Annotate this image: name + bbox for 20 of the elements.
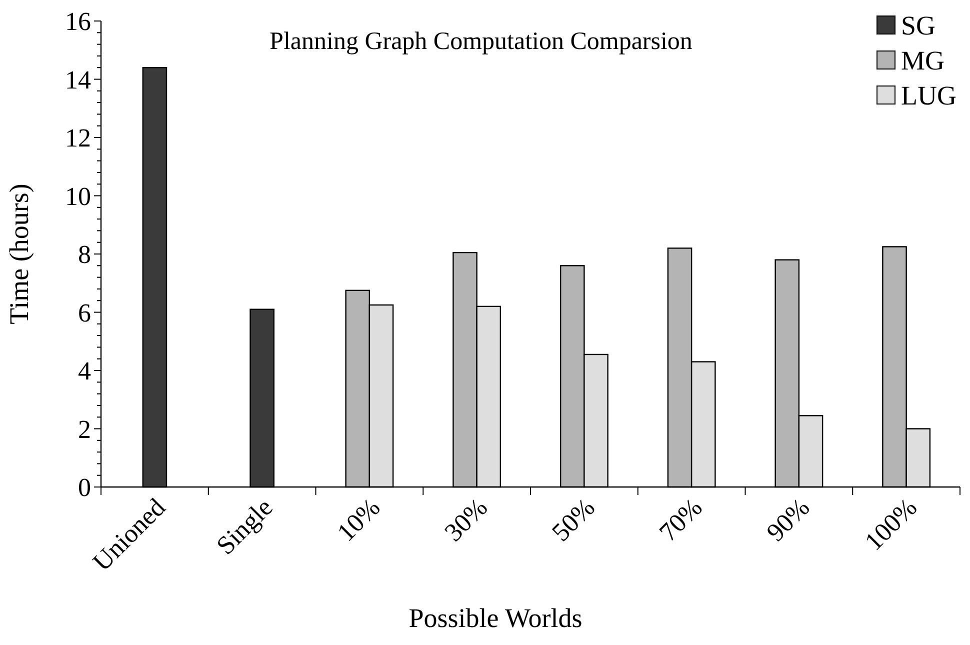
y-axis-title: Time (hours)	[4, 184, 34, 324]
chart-title: Planning Graph Computation Comparsion	[270, 28, 693, 55]
x-tick-label: 70%	[654, 492, 708, 547]
y-tick-label: 0	[78, 473, 91, 502]
y-tick-label: 16	[65, 7, 91, 36]
legend-label: LUG	[901, 80, 956, 110]
y-tick-label: 14	[65, 65, 91, 94]
x-tick-label: 30%	[438, 492, 494, 547]
x-tick-label: 50%	[546, 492, 600, 547]
x-tick-label: 90%	[760, 492, 816, 547]
legend-label: SG	[901, 10, 936, 40]
y-tick-label: 6	[78, 298, 91, 328]
y-tick-label: 2	[78, 414, 91, 444]
y-tick-label: 4	[78, 356, 91, 386]
legend-label: MG	[901, 45, 945, 76]
y-tick-label: 12	[65, 124, 91, 153]
x-tick-label: 10%	[331, 492, 386, 547]
y-tick-label: 8	[78, 240, 91, 270]
y-tick-label: 10	[65, 182, 91, 211]
x-axis-title: Possible Worlds	[408, 603, 582, 633]
